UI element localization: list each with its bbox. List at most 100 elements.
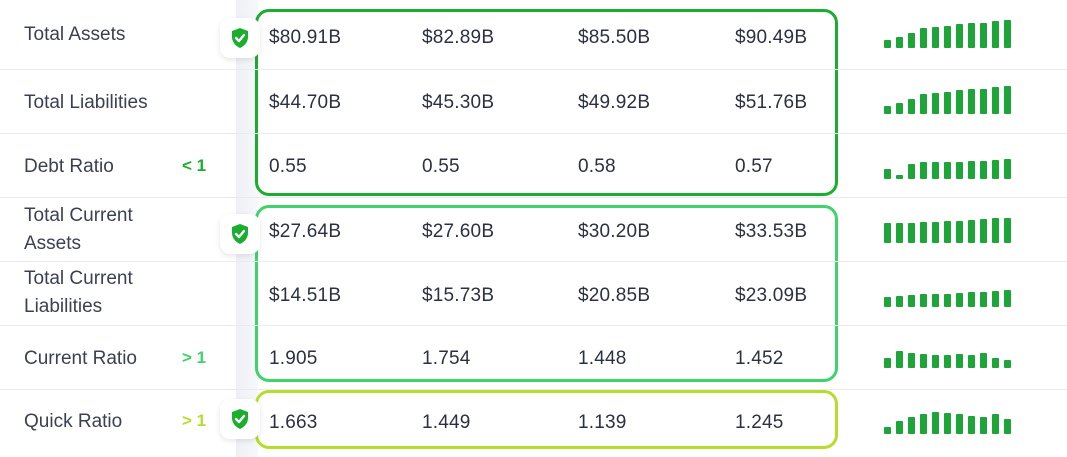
spark-bar [908,353,915,368]
shield-check-icon [220,214,260,254]
row-label-total-current-assets: Total Current Assets [24,205,133,254]
value-cell: 1.139 [578,412,627,433]
spark-bar [968,416,975,434]
spark-bar [884,106,891,114]
spark-bar [944,413,951,434]
table-row: Current Ratio > 1 1.905 1.754 1.448 1.45… [0,326,1067,390]
value-cell: 1.245 [735,412,784,433]
spark-bar [932,412,939,434]
spark-bar [896,223,903,243]
spark-bar [980,292,987,307]
value-cell: $15.73B [422,285,495,306]
spark-bar [884,427,891,434]
value-cell: $90.49B [735,27,808,48]
spark-bar [968,89,975,114]
table-row: Total Current Liabilities $14.51B $15.73… [0,262,1067,326]
spark-bar [980,353,987,368]
spark-bar [896,103,903,114]
value-cell: $80.91B [269,27,342,48]
table-row: Quick Ratio > 1 1.663 1.449 1.139 1.245 [0,390,1067,457]
value-cell: 1.754 [422,348,471,369]
spark-bar [920,162,927,179]
value-cell: 0.58 [578,156,616,177]
spark-bar [932,27,939,48]
spark-bar [980,89,987,114]
spark-bar [968,220,975,243]
spark-bar [920,222,927,243]
value-cell: $23.09B [735,285,808,306]
spark-bar [920,94,927,114]
spark-bar [908,33,915,48]
sparkline [884,277,1011,307]
row-label-total-current-liabilities: Total Current Liabilities [24,268,133,317]
value-cell: $30.20B [578,221,651,242]
spark-bar [896,37,903,48]
spark-bar [956,24,963,48]
value-cell: 1.449 [422,412,471,433]
value-cell: 1.663 [269,412,318,433]
spark-bar [932,162,939,179]
sparkline [884,404,1011,434]
spark-bar [956,354,963,368]
condition-badge: > 1 [182,348,207,367]
spark-bar [884,40,891,48]
spark-bar [932,294,939,307]
spark-bar [992,160,999,179]
spark-bar [908,417,915,434]
value-cell: 1.452 [735,348,784,369]
spark-bar [968,161,975,179]
spark-bar [908,164,915,179]
spark-bar [944,221,951,243]
value-cell: 0.55 [422,156,460,177]
value-cell: $14.51B [269,285,342,306]
spark-bar [956,90,963,114]
value-cell: $49.92B [578,92,651,113]
spark-bar [968,292,975,307]
spark-bar [884,297,891,307]
sparkline [884,149,1011,179]
spark-bar [944,92,951,114]
spark-bar [992,291,999,307]
spark-bar [968,355,975,368]
spark-bar [956,162,963,179]
spark-bar [1004,159,1011,179]
spark-bar [980,23,987,48]
table-row: Debt Ratio < 1 0.55 0.55 0.58 0.57 [0,134,1067,198]
spark-bar [1004,86,1011,114]
shield-check-icon [220,399,260,439]
spark-bar [908,223,915,243]
spark-bar [920,28,927,48]
value-cell: $45.30B [422,92,495,113]
spark-bar [920,414,927,434]
spark-bar [980,219,987,243]
row-label-debt-ratio: Debt Ratio [24,156,114,177]
spark-bar [896,296,903,307]
spark-bar [980,417,987,434]
spark-bar [896,175,903,179]
spark-bar [944,26,951,48]
row-label-total-liabilities: Total Liabilities [24,92,148,113]
group-box-leverage [255,9,838,196]
value-cell: $85.50B [578,27,651,48]
spark-bar [944,162,951,179]
row-label-current-ratio: Current Ratio [24,348,137,369]
spark-bar [1004,360,1011,368]
spark-bar [992,21,999,48]
spark-bar [1004,218,1011,243]
table-row: Total Liabilities $44.70B $45.30B $49.92… [0,70,1067,134]
spark-bar [944,294,951,307]
spark-bar [920,294,927,307]
sparkline [884,338,1011,368]
spark-bar [968,23,975,48]
row-label-total-assets: Total Assets [24,24,126,45]
shield-check-icon [220,18,260,58]
group-box-liquidity [255,205,838,382]
spark-bar [992,414,999,434]
spark-bar [908,99,915,114]
row-label-quick-ratio: Quick Ratio [24,411,123,432]
sparkline [884,84,1011,114]
table-row: Total Assets $80.91B $82.89B $85.50B $90… [0,0,1067,70]
value-cell: 0.55 [269,156,307,177]
spark-bar [956,293,963,307]
spark-bar [992,218,999,243]
